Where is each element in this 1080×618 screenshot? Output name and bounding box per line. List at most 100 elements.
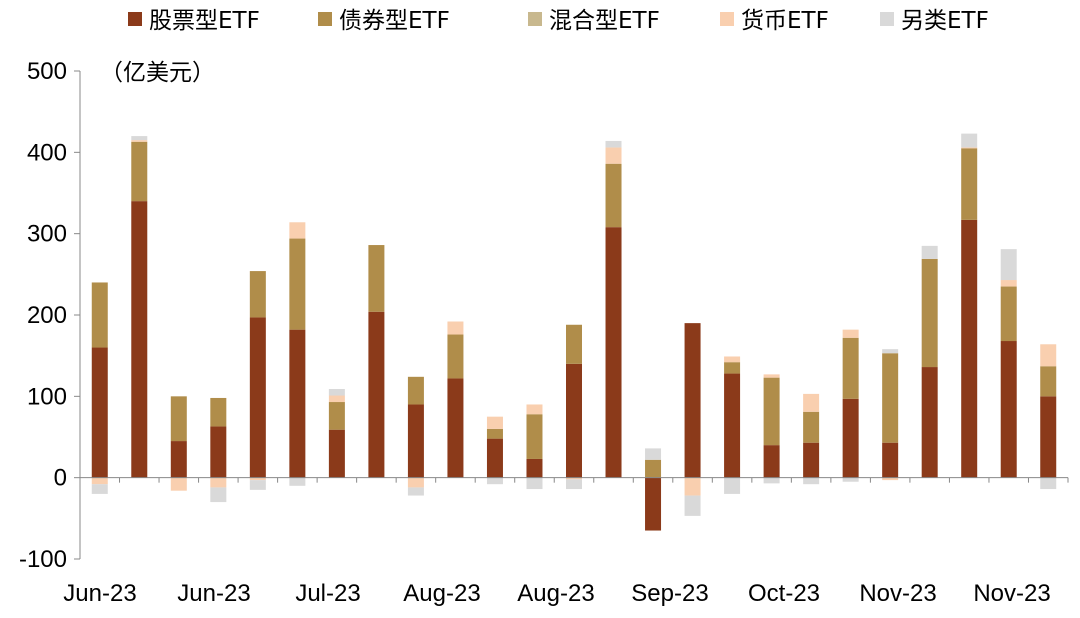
bar-segment <box>724 373 741 478</box>
bar-segment <box>289 222 306 239</box>
bar-segment <box>526 414 543 459</box>
bar-segment <box>961 219 978 478</box>
bar-segment <box>882 349 899 354</box>
unit-label: （亿美元） <box>100 60 215 86</box>
bar-segment <box>724 477 741 494</box>
bar-segment <box>407 376 424 405</box>
legend-swatch <box>318 12 332 26</box>
bar-segment <box>566 479 582 490</box>
bar-segment <box>763 477 780 484</box>
x-tick-label: Jun-23 <box>63 580 136 607</box>
y-axis: -100 0 100 200 300 400 500 <box>19 58 81 573</box>
bar-segment <box>605 163 622 228</box>
bar-segment <box>249 480 266 490</box>
bar-segment <box>724 362 741 374</box>
bar-segment <box>170 477 187 491</box>
bar-segment <box>882 353 899 443</box>
legend-label: 混合型ETF <box>549 8 660 34</box>
y-tick-label: 400 <box>27 139 67 166</box>
y-tick-label: 0 <box>54 465 67 492</box>
bar-segment <box>1000 249 1017 281</box>
bar-segment <box>289 477 306 486</box>
legend-label: 股票型ETF <box>149 8 260 34</box>
bar-segment <box>210 487 227 503</box>
bar-segment <box>566 363 582 478</box>
bar-segment <box>328 389 345 396</box>
bar-segment <box>684 477 701 496</box>
bar-segment <box>447 321 464 335</box>
bar-segment <box>1000 341 1017 478</box>
bars <box>91 133 1057 531</box>
bar-segment <box>645 459 662 478</box>
y-tick-label: 100 <box>27 383 67 410</box>
bar-segment <box>803 477 820 485</box>
bar-segment <box>921 245 938 259</box>
bar-segment <box>961 148 978 220</box>
bar-segment <box>407 487 424 496</box>
x-tick-label: Oct-23 <box>748 580 820 607</box>
x-tick-label: Nov-23 <box>859 580 936 607</box>
bar-segment <box>289 238 306 330</box>
bar-segment <box>1000 286 1017 342</box>
bar-segment <box>803 393 820 412</box>
bar-segment <box>486 428 503 439</box>
bar-segment <box>249 317 266 478</box>
bar-segment <box>170 396 187 442</box>
bar-segment <box>249 477 266 481</box>
bar-segment <box>131 140 148 142</box>
bar-segment <box>210 397 227 427</box>
bar-segment <box>921 367 938 478</box>
bar-segment <box>526 404 543 415</box>
x-tick-label: Jul-23 <box>295 580 360 607</box>
bar-segment <box>447 334 464 379</box>
bar-segment <box>1040 366 1057 397</box>
bar-segment <box>526 458 543 478</box>
bar-segment <box>131 201 148 478</box>
bar-segment <box>210 426 227 478</box>
bar-segment <box>486 477 503 485</box>
bar-segment <box>447 378 464 478</box>
bar-segment <box>566 477 582 480</box>
bar-segment <box>328 402 345 430</box>
x-tick-label: Aug-23 <box>403 580 480 607</box>
bar-segment <box>645 448 662 460</box>
bar-segment <box>407 404 424 478</box>
bar-segment <box>961 147 978 149</box>
bar-segment <box>684 495 701 516</box>
legend-swatch <box>128 12 142 26</box>
bar-segment <box>566 324 582 364</box>
legend-swatch <box>720 12 734 26</box>
bar-segment <box>328 429 345 478</box>
legend: 股票型ETF 债券型ETF 混合型ETF 货币ETF 另类ETF <box>128 8 989 34</box>
bar-segment <box>842 477 859 482</box>
bar-segment <box>407 477 424 488</box>
legend-label: 债券型ETF <box>339 8 450 34</box>
y-tick-label: 200 <box>27 302 67 329</box>
bar-segment <box>131 136 148 141</box>
bar-segment <box>763 445 780 478</box>
bar-segment <box>1040 344 1057 367</box>
bar-segment <box>368 311 385 478</box>
bar-segment <box>842 398 859 478</box>
bar-segment <box>724 356 741 363</box>
bar-segment <box>763 377 780 446</box>
bar-segment <box>368 245 385 312</box>
legend-swatch <box>880 12 894 26</box>
bar-segment <box>882 477 899 481</box>
bar-segment <box>91 484 108 494</box>
y-tick-label: -100 <box>19 546 67 573</box>
bar-segment <box>131 141 148 202</box>
bar-segment <box>91 282 108 348</box>
legend-label: 货币ETF <box>741 8 829 34</box>
bar-segment <box>684 323 701 478</box>
bar-segment <box>842 337 859 399</box>
bar-segment <box>210 477 227 488</box>
bar-segment <box>961 133 978 148</box>
bar-segment <box>170 441 187 478</box>
y-tick-label: 300 <box>27 221 67 248</box>
bar-segment <box>1000 280 1017 287</box>
x-axis: Jun-23 Jun-23 Jul-23 Aug-23 Aug-23 Sep-23 Oct-… <box>63 477 1069 607</box>
bar-segment <box>803 442 820 478</box>
legend-swatch <box>528 12 542 26</box>
